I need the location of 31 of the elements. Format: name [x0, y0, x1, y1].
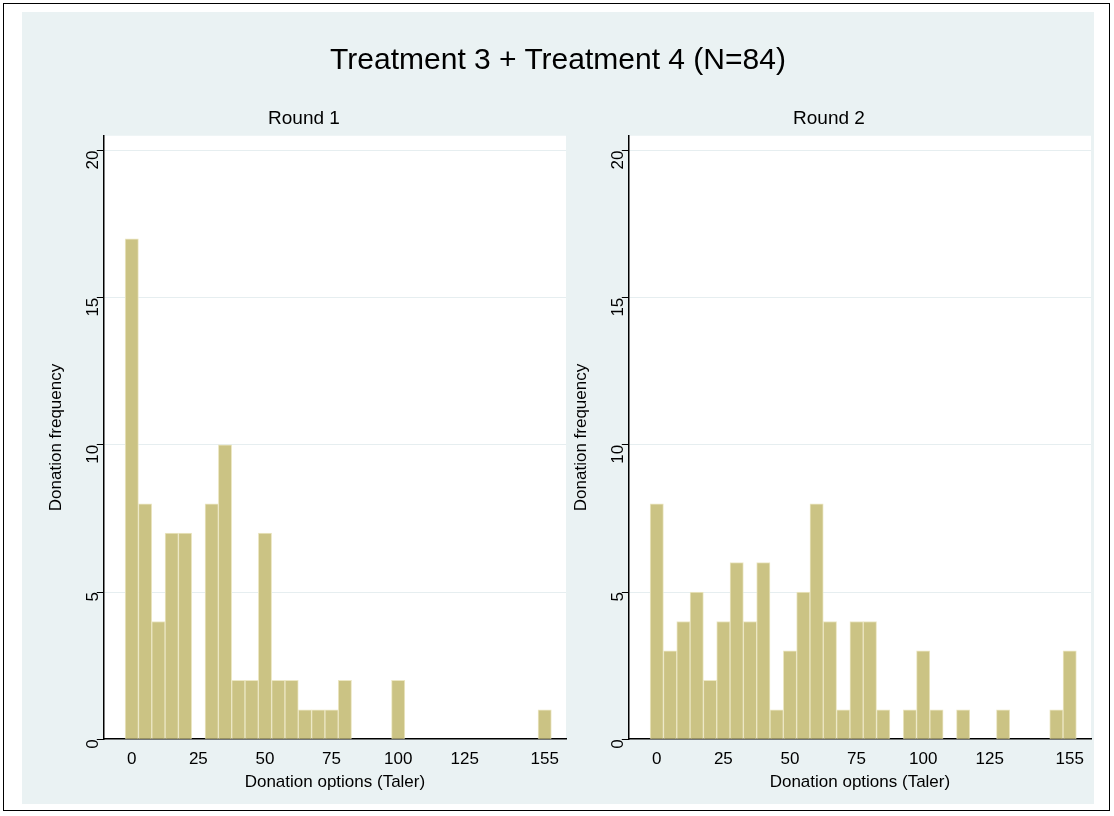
x-tick-label: 100 — [383, 749, 413, 769]
x-axis-title: Donation options (Taler) — [769, 772, 951, 792]
y-tick-label: 15 — [608, 297, 628, 317]
y-tick-label: 10 — [83, 444, 103, 464]
y-tick-label: 20 — [608, 150, 628, 170]
y-axis-title: Donation frequency — [45, 363, 65, 512]
x-tick-label: 155 — [1055, 749, 1084, 769]
y-tick-label: 0 — [608, 739, 628, 749]
chart-subtitle: Round 1 — [268, 106, 340, 128]
x-tick-label: 125 — [450, 749, 479, 769]
chart-title: Treatment 3 + Treatment 4 (N=84) — [329, 42, 787, 76]
y-tick-label: 10 — [608, 444, 628, 464]
x-tick-label: 75 — [322, 749, 342, 769]
x-tick-label: 155 — [530, 749, 559, 769]
y-tick-label: 5 — [608, 592, 628, 602]
x-tick-label: 100 — [908, 749, 938, 769]
y-tick-label: 5 — [83, 592, 103, 602]
y-tick-label: 15 — [83, 297, 103, 317]
x-tick-label: 25 — [188, 749, 208, 769]
y-tick-label: 20 — [83, 150, 103, 170]
y-axis-title: Donation frequency — [570, 363, 590, 512]
x-tick-label: 75 — [847, 749, 867, 769]
chart-subtitle: Round 2 — [793, 106, 865, 128]
x-tick-label: 0 — [652, 749, 662, 769]
x-tick-label: 50 — [255, 749, 275, 769]
x-tick-label: 25 — [713, 749, 733, 769]
x-axis-title: Donation options (Taler) — [244, 772, 426, 792]
x-tick-label: 0 — [127, 749, 137, 769]
x-tick-label: 125 — [975, 749, 1004, 769]
y-tick-label: 0 — [83, 739, 103, 749]
x-tick-label: 50 — [780, 749, 800, 769]
